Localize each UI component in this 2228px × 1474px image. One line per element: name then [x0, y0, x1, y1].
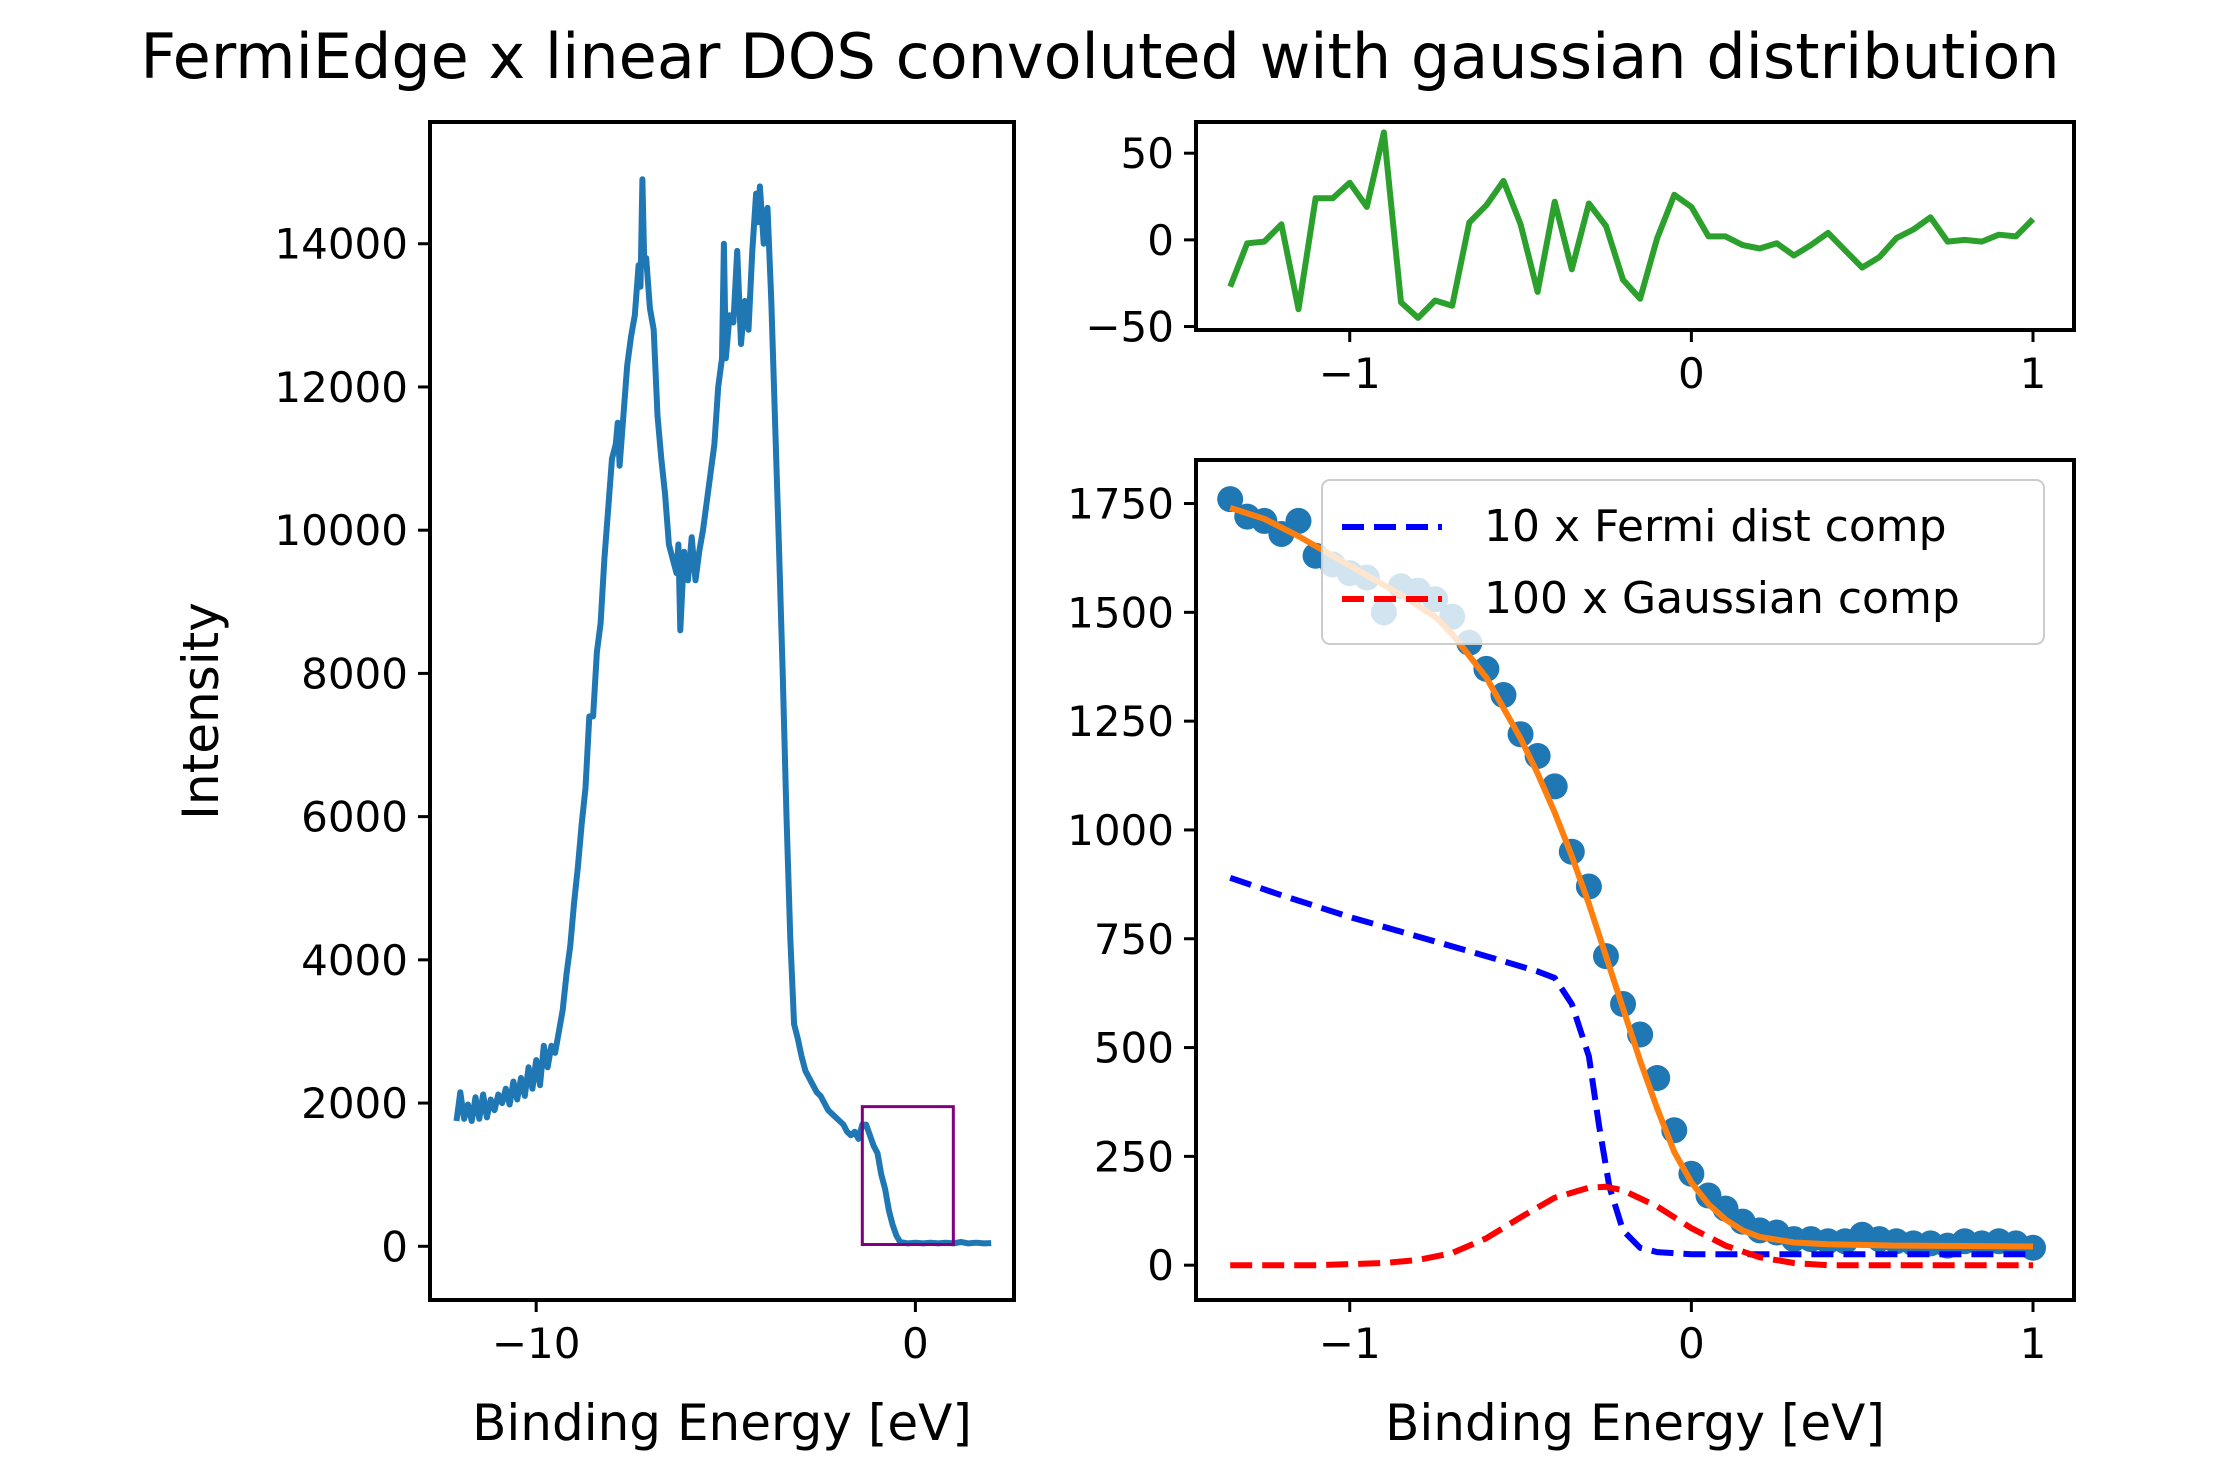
residuals-plot-frame [1194, 120, 2076, 332]
fit-x-tick-label: 1 [2020, 1319, 2047, 1368]
fit-series-2-line [1229, 874, 2033, 1258]
fit-data-point [1473, 655, 1500, 682]
fit-plot-frame [1194, 458, 2076, 1302]
fit-y-tick-label: 1250 [1067, 697, 1174, 746]
residuals-y-tick-label: 0 [1147, 216, 1174, 265]
residuals-series-0-line [1227, 129, 2036, 321]
fit-y-tick-label: 0 [1147, 1241, 1174, 1290]
overview-y-tick-label: 4000 [301, 936, 408, 985]
residuals-x-tick-label: 1 [2020, 349, 2047, 398]
overview-series-0-line [453, 176, 992, 1247]
fit-y-tick-label: 500 [1094, 1024, 1174, 1073]
fit-x-tick-label: −1 [1319, 1319, 1381, 1368]
residuals-x-tick-label: −1 [1319, 349, 1381, 398]
overview-y-tick-label: 14000 [274, 220, 408, 269]
fit-y-tick-label: 1000 [1067, 806, 1174, 855]
overview-panel: −10 0 0 2000 4000 6000 8000 10000 12000 14000 Bin… [172, 120, 1016, 1452]
fit-y-tick-label: 1500 [1067, 588, 1174, 637]
legend-label-gaussian: 100 x Gaussian comp [1484, 573, 1960, 624]
overview-y-tick-label: 2000 [301, 1079, 408, 1128]
fit-data-point [1285, 507, 1312, 534]
fit-y-tick-label: 750 [1094, 915, 1174, 964]
fit-legend: 10 x Fermi dist comp 100 x Gaussian comp [1321, 479, 2045, 645]
legend-box [1321, 479, 2045, 645]
fit-x-axis-label: Binding Energy [eV] [1385, 1394, 1885, 1452]
residuals-panel: −1 0 1 −50 0 50 [1085, 120, 2076, 398]
overview-x-tick-label: 0 [902, 1319, 929, 1368]
fit-data-point [1217, 486, 1244, 513]
overview-y-tick-label: 12000 [274, 363, 408, 412]
overview-y-tick-label: 10000 [274, 506, 408, 555]
overview-x-axis-label: Binding Energy [eV] [472, 1394, 972, 1452]
overview-y-tick-label: 6000 [301, 793, 408, 842]
fit-y-tick-label: 250 [1094, 1132, 1174, 1181]
overview-y-tick-label: 8000 [301, 649, 408, 698]
fit-y-tick-label: 1750 [1067, 480, 1174, 529]
residuals-y-tick-label: −50 [1085, 303, 1174, 352]
overview-plot-frame [428, 120, 1016, 1302]
overview-x-tick-label: −10 [492, 1319, 581, 1368]
residuals-y-tick-label: 50 [1121, 129, 1174, 178]
figure-title: FermiEdge x linear DOS convoluted with g… [140, 20, 2059, 93]
fit-panel: −1 0 1 0 250 500 750 1000 1250 1500 1750 Binding E… [1067, 458, 2076, 1452]
fit-x-tick-label: 0 [1678, 1319, 1705, 1368]
overview-y-axis-label: Intensity [172, 602, 230, 820]
fit-data-point [2020, 1234, 2047, 1261]
legend-label-fermi: 10 x Fermi dist comp [1484, 501, 1947, 552]
overview-y-tick-label: 0 [381, 1222, 408, 1271]
zoom-region-box [860, 1105, 955, 1247]
residuals-x-tick-label: 0 [1678, 349, 1705, 398]
